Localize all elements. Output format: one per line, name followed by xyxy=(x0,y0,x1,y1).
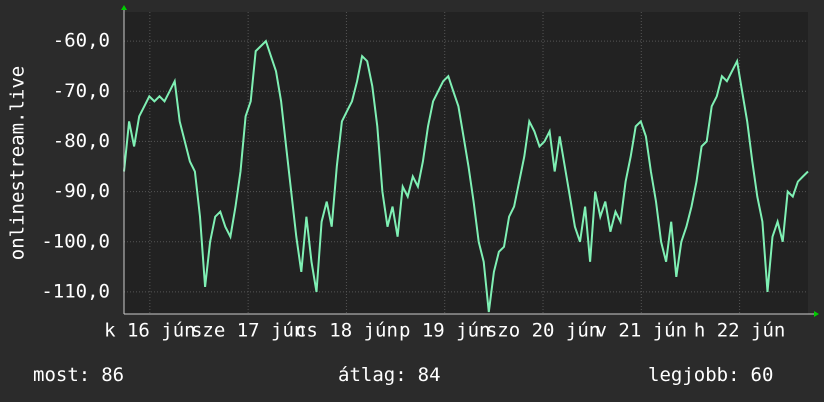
y-tick-label: -110,0 xyxy=(41,280,110,302)
y-tick-label: -60,0 xyxy=(53,30,110,52)
stat-value: 84 xyxy=(418,364,441,386)
stat-value: 86 xyxy=(101,364,124,386)
data-line xyxy=(123,39,809,313)
stats: most: 86 átlag: 84 legjobb: 60 xyxy=(33,364,773,386)
x-tick-label: h 22 jún xyxy=(694,320,786,342)
axis-arrow xyxy=(814,311,819,317)
stat-label: átlag: xyxy=(338,364,407,386)
axis-arrow xyxy=(121,5,127,10)
x-tick-label: v 21 jún xyxy=(596,320,688,342)
x-tick-label: k 16 jún xyxy=(104,320,196,342)
stat-value: 60 xyxy=(751,364,774,386)
stat: legjobb: 60 xyxy=(648,364,773,386)
y-axis-label: onlinestream.live xyxy=(7,66,29,260)
y-tick-label: -90,0 xyxy=(53,180,110,202)
stat-label: most: xyxy=(33,364,90,386)
y-tick-label: -100,0 xyxy=(41,230,110,252)
x-tick-label: szo 20 jún xyxy=(486,320,600,342)
stat: átlag: 84 xyxy=(338,364,441,386)
y-tick-label: -80,0 xyxy=(53,130,110,152)
x-tick-label: cs 18 jún xyxy=(295,320,398,342)
stat-label: legjobb: xyxy=(648,364,740,386)
y-tick-label: -70,0 xyxy=(53,80,110,102)
x-tick-label: p 19 jún xyxy=(399,320,491,342)
stat: most: 86 xyxy=(33,364,124,386)
plot-area xyxy=(124,12,808,314)
x-tick-label: sze 17 jún xyxy=(191,320,305,342)
